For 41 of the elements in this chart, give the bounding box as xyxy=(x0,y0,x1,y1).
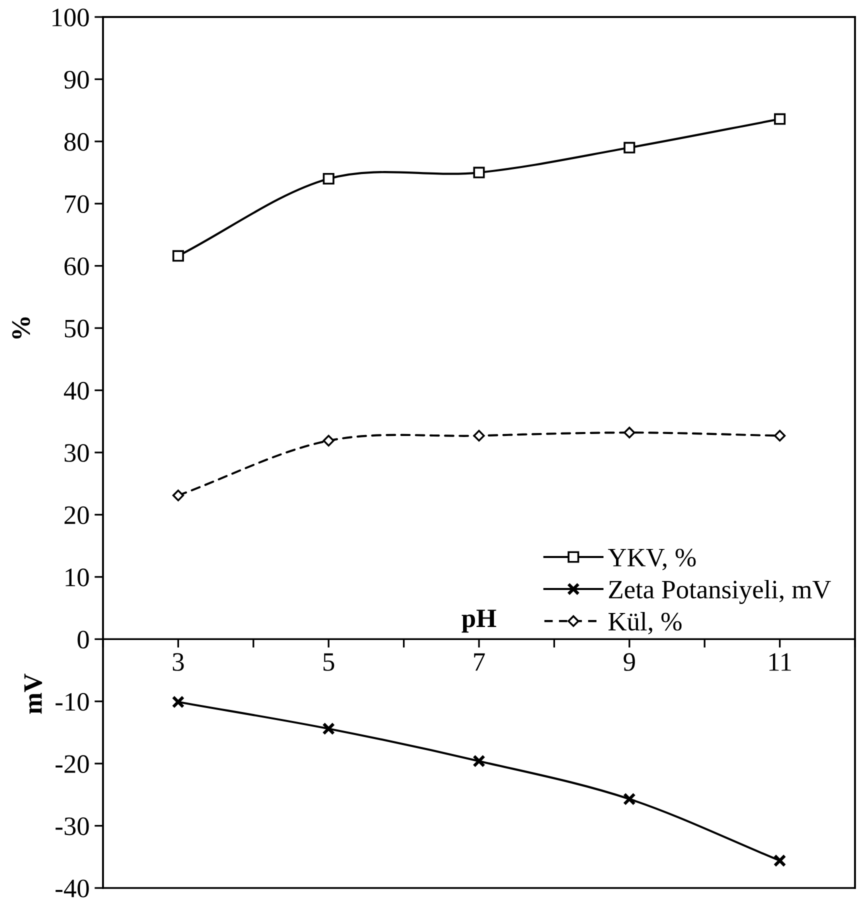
x-axis-title: pH xyxy=(462,610,496,633)
y-tick-label: 50 xyxy=(64,320,89,338)
y-tick-label: -10 xyxy=(56,692,89,711)
point xyxy=(322,434,334,446)
y-tick-label: 60 xyxy=(64,257,89,276)
legend-label: YKV, % xyxy=(608,548,696,570)
x-tick-label: 5 xyxy=(324,653,334,671)
x-tick-label: 11 xyxy=(769,653,791,671)
point xyxy=(172,490,184,502)
point xyxy=(624,426,636,438)
y-tick-label: 0 xyxy=(78,630,89,649)
y-tick-label: -30 xyxy=(56,817,89,836)
y-tick-label: 20 xyxy=(64,506,89,524)
text: mV xyxy=(24,674,42,714)
y-tick-label: 100 xyxy=(52,8,89,26)
point xyxy=(322,172,334,185)
point xyxy=(773,854,786,868)
y-tick-label: -40 xyxy=(56,880,89,898)
point xyxy=(473,166,485,178)
point xyxy=(473,430,485,442)
x-tick-label: 7 xyxy=(474,653,485,671)
y-tick-label: 40 xyxy=(64,382,89,400)
y-tick-label: 30 xyxy=(64,444,89,462)
x-tick-label: 3 xyxy=(172,653,184,671)
point xyxy=(322,722,335,736)
legend-label: Zeta Potansiyeli, mV xyxy=(608,580,831,604)
point xyxy=(472,754,486,768)
point xyxy=(774,113,786,125)
y-tick-label: 10 xyxy=(66,568,89,586)
point xyxy=(172,696,185,708)
y-axis-title: % xyxy=(12,317,30,339)
y-tick-label: 80 xyxy=(64,133,89,151)
point xyxy=(624,142,636,154)
y-tick-label: 70 xyxy=(65,195,89,214)
x-tick-label: 9 xyxy=(624,653,635,671)
point xyxy=(172,250,184,262)
y-tick-label: 90 xyxy=(64,70,89,89)
y-tick-label: -20 xyxy=(56,755,89,773)
point xyxy=(774,430,786,442)
legend-label: Kül, % xyxy=(608,612,682,634)
point xyxy=(623,792,636,806)
